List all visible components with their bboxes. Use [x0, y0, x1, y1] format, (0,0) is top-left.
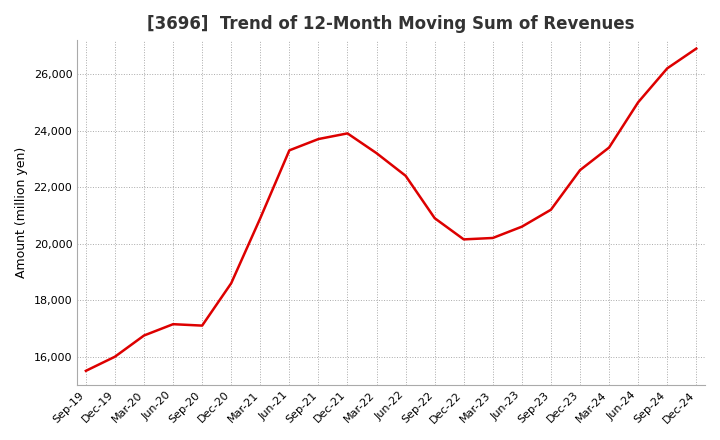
Y-axis label: Amount (million yen): Amount (million yen)	[15, 147, 28, 278]
Title: [3696]  Trend of 12-Month Moving Sum of Revenues: [3696] Trend of 12-Month Moving Sum of R…	[148, 15, 635, 33]
